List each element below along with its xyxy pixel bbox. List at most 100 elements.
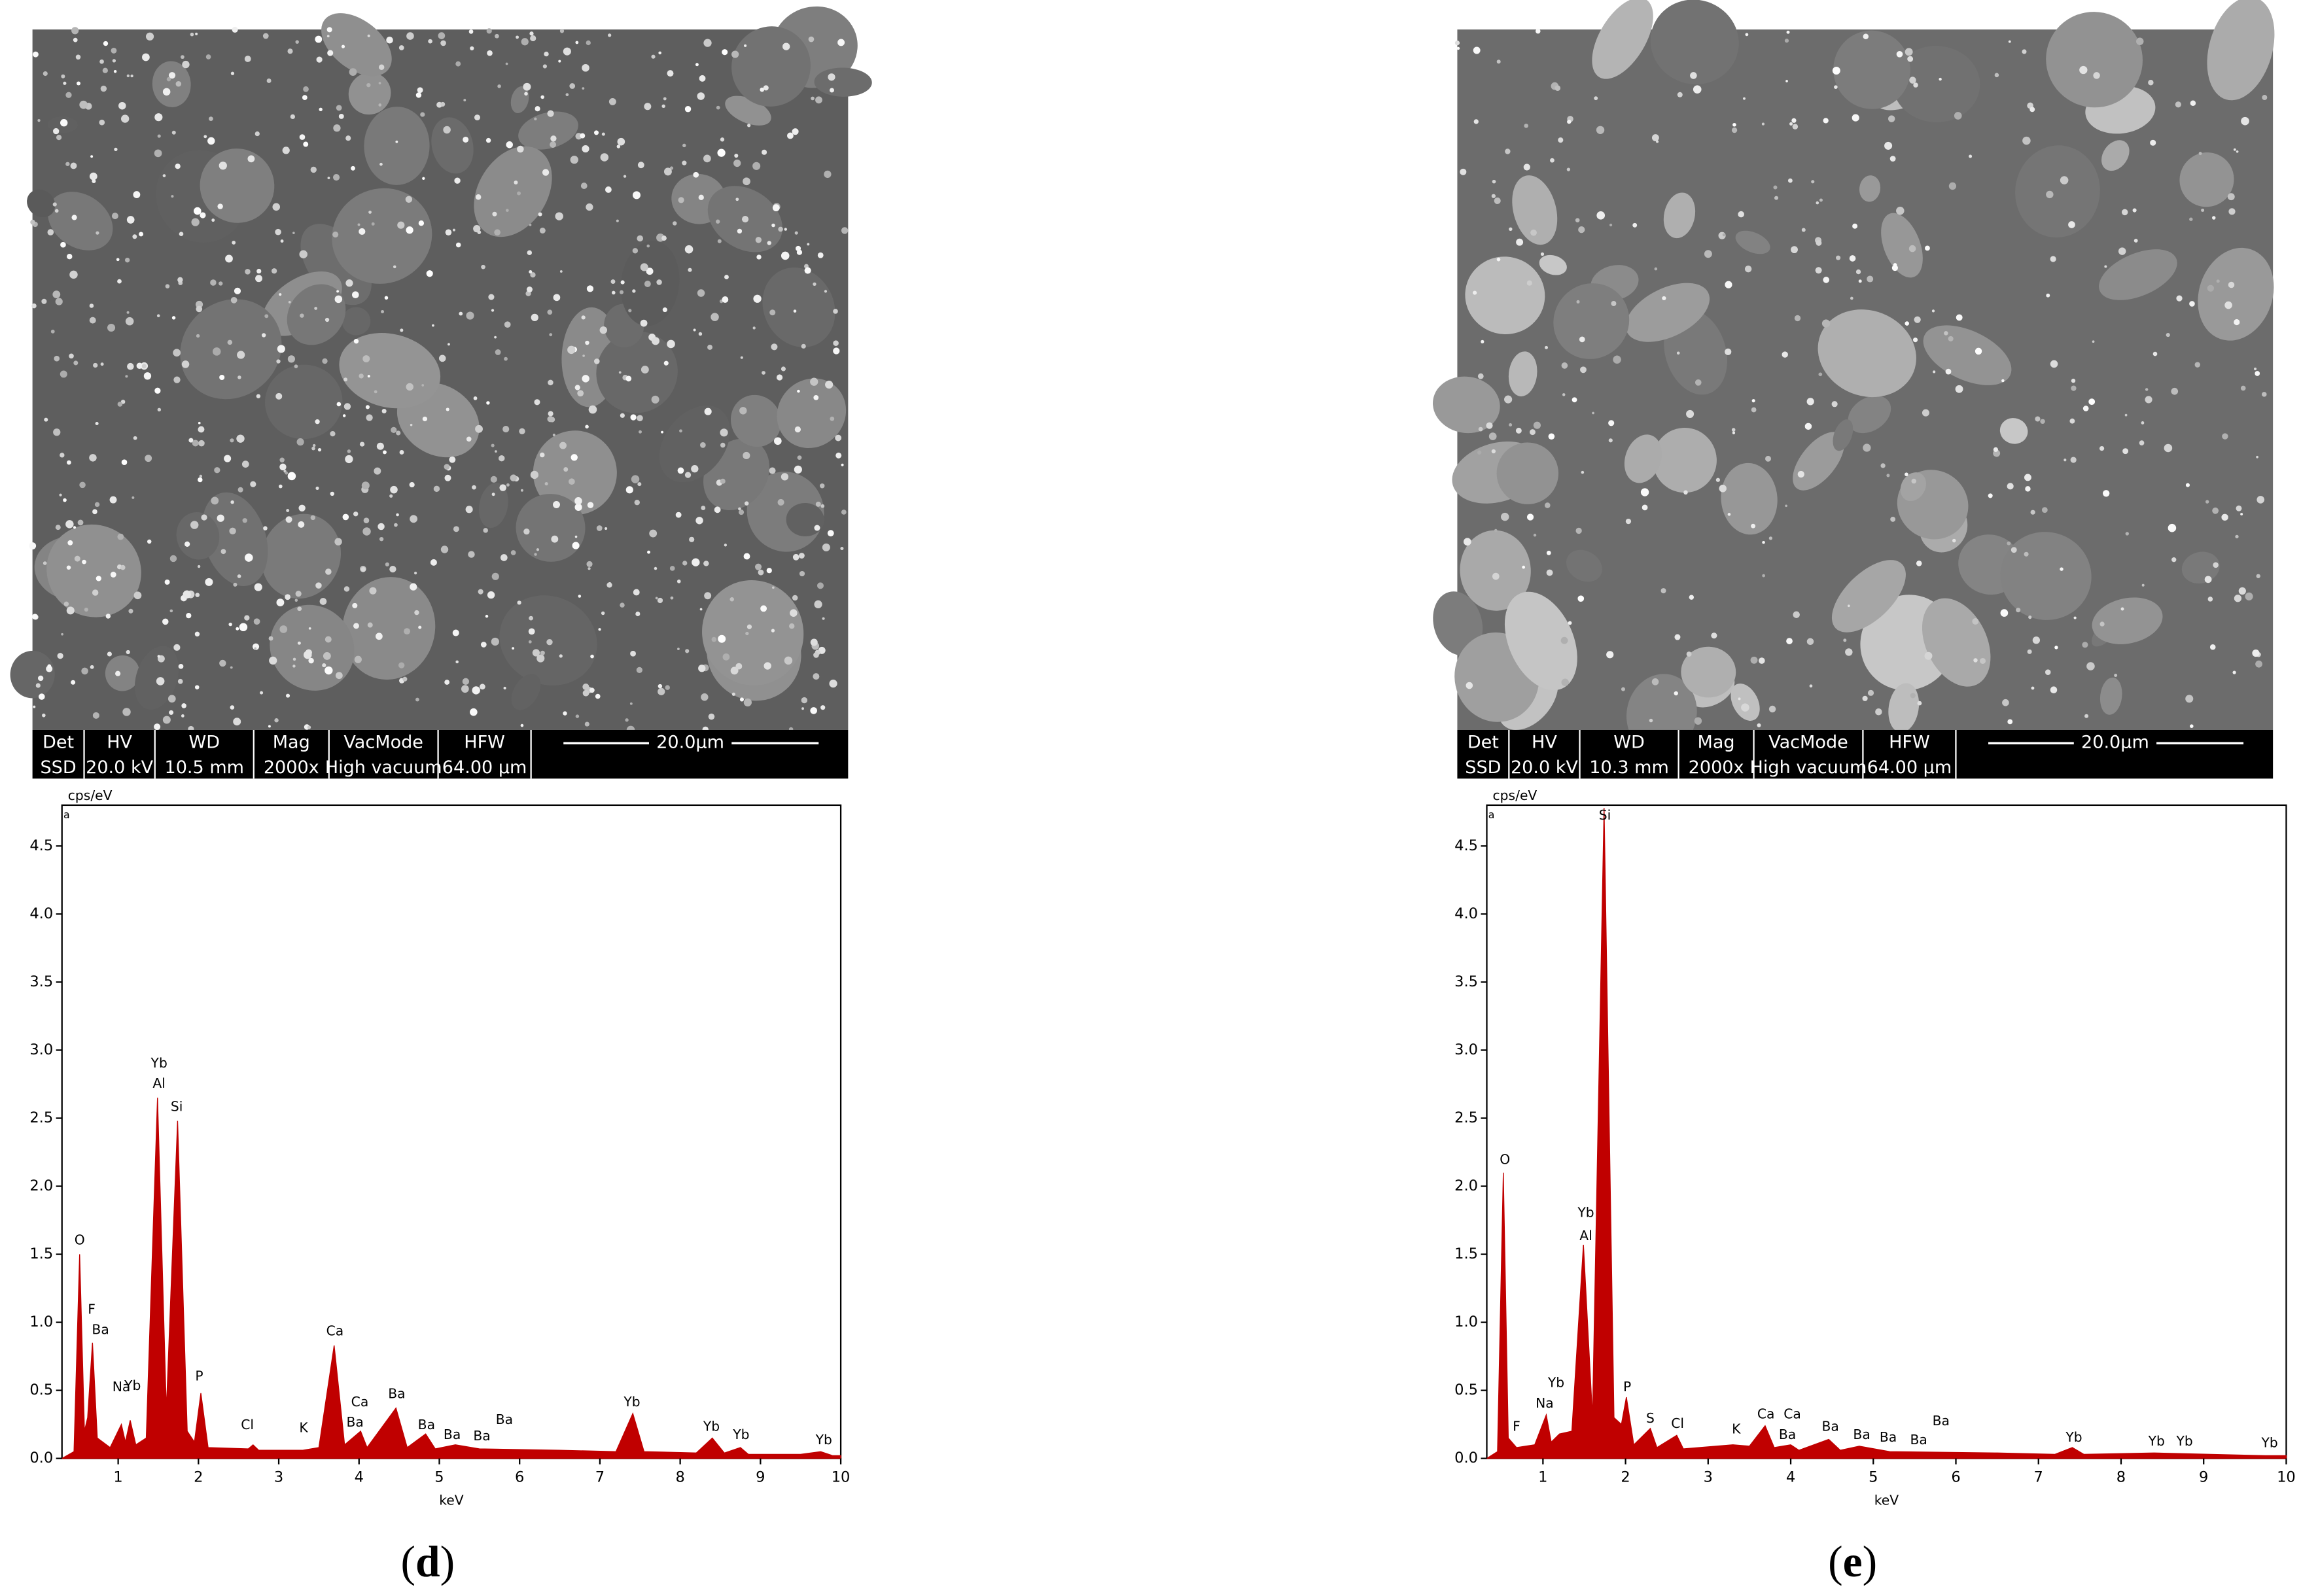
sem-speck bbox=[752, 326, 756, 330]
sem-speck bbox=[1494, 529, 1498, 532]
sem-speck bbox=[241, 460, 249, 468]
sem-speck bbox=[1821, 319, 1831, 328]
sem-speck bbox=[492, 211, 497, 217]
sem-speck bbox=[711, 636, 717, 642]
sem-speck bbox=[43, 561, 47, 565]
sem-speck bbox=[385, 562, 389, 566]
sem-speck bbox=[1662, 296, 1666, 301]
sem-speck bbox=[547, 415, 553, 423]
sem-speck bbox=[588, 567, 591, 570]
sem-speck bbox=[574, 497, 582, 505]
sem-speck bbox=[426, 270, 433, 277]
sem-speck bbox=[303, 141, 309, 147]
sem-speck bbox=[125, 375, 128, 378]
sem-grain bbox=[1512, 175, 1558, 245]
sem-speck bbox=[230, 500, 234, 504]
x-tick-label: 2 bbox=[194, 1468, 203, 1485]
sem-speck bbox=[179, 232, 184, 237]
sem-speck bbox=[319, 598, 327, 605]
sem-speck bbox=[691, 465, 699, 473]
sem-speck bbox=[494, 336, 497, 339]
sem-grain bbox=[270, 604, 355, 691]
sem-speck bbox=[236, 627, 239, 631]
info-header: HFW bbox=[1889, 733, 1930, 753]
sem-speck bbox=[455, 61, 461, 67]
sem-speck bbox=[2030, 510, 2035, 515]
sem-speck bbox=[77, 519, 84, 526]
sem-speck bbox=[684, 245, 694, 254]
sem-speck bbox=[2099, 621, 2105, 627]
sem-speck bbox=[89, 172, 97, 181]
sem-speck bbox=[1694, 717, 1702, 725]
sem-speck bbox=[491, 572, 499, 580]
sem-speck bbox=[162, 618, 169, 625]
sem-speck bbox=[1560, 636, 1568, 644]
sem-speck bbox=[771, 223, 775, 228]
sem-speck bbox=[195, 300, 203, 309]
sem-speck bbox=[2007, 719, 2013, 725]
sem-speck bbox=[582, 63, 589, 72]
sem-speck bbox=[633, 191, 641, 200]
sem-speck bbox=[829, 88, 834, 93]
sem-speck bbox=[830, 416, 835, 421]
sem-speck bbox=[395, 140, 398, 143]
sem-speck bbox=[396, 430, 401, 436]
sem-speck bbox=[415, 92, 422, 98]
sem-speck bbox=[735, 663, 743, 670]
sem-speck bbox=[722, 49, 728, 56]
sem-speck bbox=[1823, 118, 1829, 124]
sem-speck bbox=[644, 103, 652, 111]
sem-speck bbox=[1550, 158, 1554, 163]
sem-speck bbox=[1793, 611, 1800, 618]
sem-speck bbox=[762, 371, 765, 375]
sem-speck bbox=[232, 26, 238, 33]
sem-speck bbox=[577, 390, 584, 397]
sem-speck bbox=[2024, 474, 2031, 481]
sem-speck bbox=[481, 264, 485, 269]
sem-speck bbox=[233, 718, 241, 726]
sem-speck bbox=[575, 714, 580, 718]
plot-frame bbox=[1486, 804, 2287, 1459]
sem-speck bbox=[1750, 656, 1758, 664]
sem-speck bbox=[632, 289, 636, 293]
panel-label-open: ( bbox=[1828, 1537, 1843, 1586]
sem-speck bbox=[261, 333, 266, 338]
peak-label: Yb bbox=[2176, 1433, 2193, 1449]
sem-speck bbox=[1477, 450, 1482, 455]
sem-speck bbox=[801, 697, 808, 704]
sem-speck bbox=[837, 39, 845, 46]
sem-grain bbox=[321, 13, 392, 77]
sem-speck bbox=[776, 374, 783, 381]
sem-speck bbox=[440, 101, 446, 107]
sem-speck bbox=[786, 132, 794, 139]
sem-speck bbox=[125, 317, 134, 326]
y-tick-label: 1.5 bbox=[29, 1245, 53, 1262]
sem-speck bbox=[111, 47, 117, 54]
sem-speck bbox=[478, 589, 483, 595]
sem-speck bbox=[1786, 30, 1790, 34]
sem-speck bbox=[322, 663, 326, 668]
sem-speck bbox=[502, 425, 510, 433]
sem-speck bbox=[120, 564, 126, 570]
sem-speck bbox=[1773, 185, 1778, 190]
sem-speck bbox=[389, 494, 393, 498]
scale-bar-label: 20.0µm bbox=[2081, 733, 2149, 753]
sem-grain bbox=[105, 655, 140, 691]
sem-grain bbox=[1592, 0, 1653, 79]
sem-grain bbox=[1892, 46, 1980, 122]
sem-speck bbox=[2255, 371, 2260, 376]
sem-speck bbox=[722, 296, 729, 303]
sem-speck bbox=[772, 586, 775, 589]
sem-speck bbox=[374, 390, 378, 394]
sem-speck bbox=[396, 513, 399, 517]
sem-speck bbox=[60, 453, 65, 458]
sem-speck bbox=[2222, 433, 2228, 440]
sem-speck bbox=[297, 606, 302, 612]
sem-speck bbox=[275, 228, 281, 235]
info-header: HV bbox=[1532, 733, 1557, 753]
sem-speck bbox=[2121, 209, 2128, 216]
sem-speck bbox=[455, 660, 459, 664]
sem-speck bbox=[453, 526, 459, 532]
sem-speck bbox=[574, 503, 582, 512]
sem-speck bbox=[175, 81, 182, 87]
